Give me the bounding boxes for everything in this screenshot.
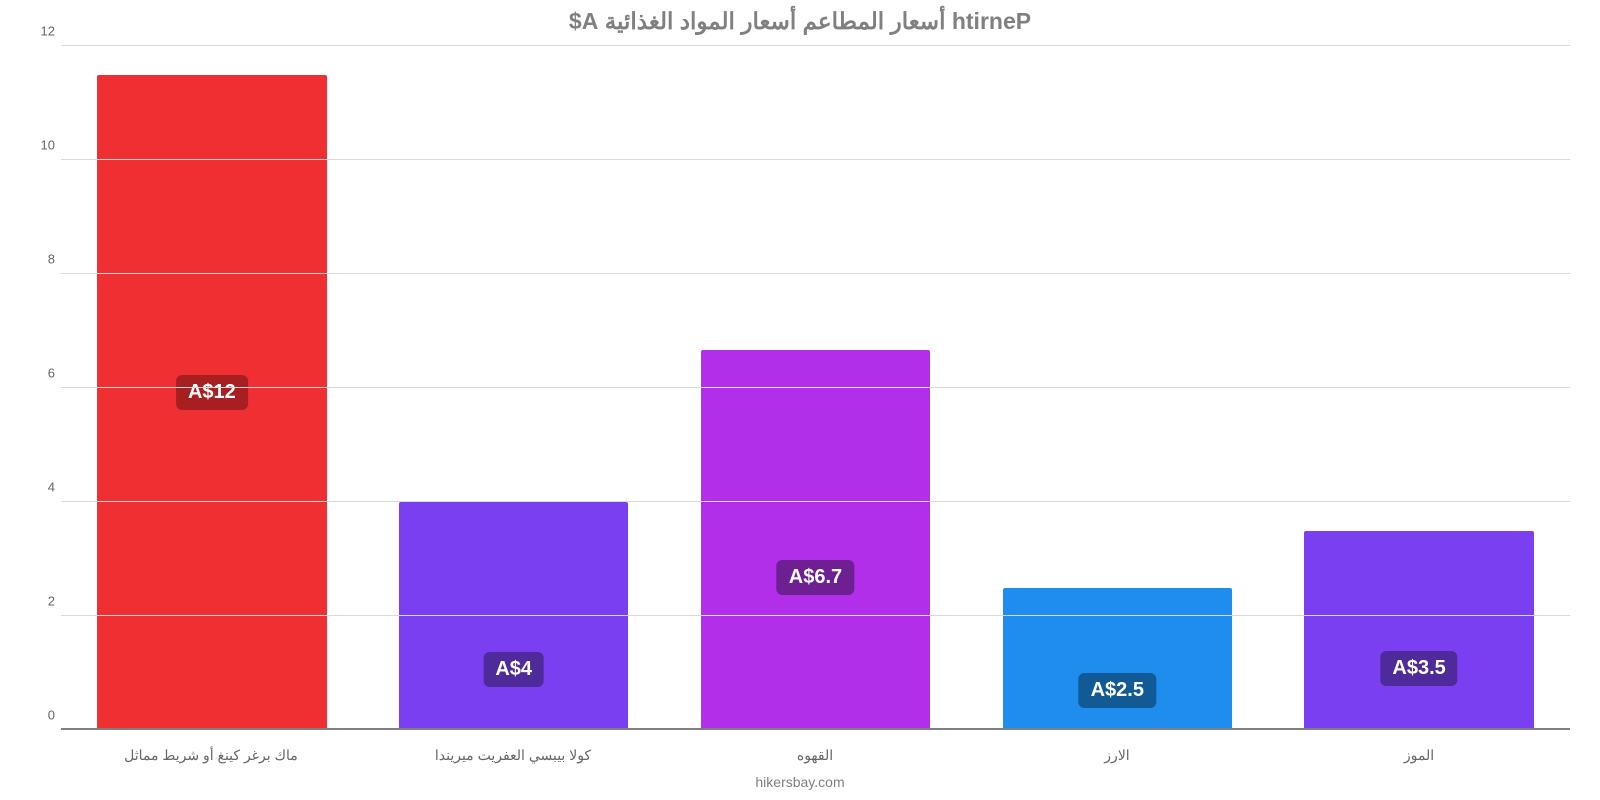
grid-line: [61, 387, 1570, 388]
bar-slot: A$2.5: [966, 46, 1268, 730]
bar: A$3.5: [1304, 531, 1533, 731]
grid-line: [61, 615, 1570, 616]
y-tick-label: 6: [19, 366, 55, 381]
bar-slot: A$12: [61, 46, 363, 730]
grid-line: [61, 501, 1570, 502]
price-bar-chart: Penrith أسعار المطاعم أسعار المواد الغذا…: [0, 0, 1600, 800]
y-tick-label: 12: [19, 24, 55, 39]
y-tick-label: 4: [19, 480, 55, 495]
x-axis-label: القهوه: [664, 747, 966, 764]
chart-title: Penrith أسعار المطاعم أسعار المواد الغذا…: [0, 8, 1600, 35]
x-axis-label: الموز: [1268, 747, 1570, 764]
plot-area: A$12A$4A$6.7A$2.5A$3.5 024681012: [60, 46, 1570, 730]
bar: A$12: [97, 75, 326, 731]
x-axis-label: كولا بيبسي العفريت ميريندا: [362, 747, 664, 764]
bar-slot: A$3.5: [1268, 46, 1570, 730]
bar-value-label: A$12: [176, 375, 248, 410]
bar: A$6.7: [701, 350, 930, 730]
bars-container: A$12 A$4 A$6.7 A$2.5 A$3.5: [61, 46, 1570, 730]
y-tick-label: 8: [19, 252, 55, 267]
x-axis-line: [61, 728, 1570, 730]
bar: A$2.5: [1003, 588, 1232, 731]
bar: A$4: [399, 502, 628, 730]
bar-value-label: A$6.7: [777, 560, 854, 595]
bar-value-label: A$3.5: [1380, 651, 1457, 686]
x-axis-label: الارز: [966, 747, 1268, 764]
x-axis-label: ماك برغر كينغ أو شريط مماثل: [60, 747, 362, 764]
bar-slot: A$6.7: [665, 46, 967, 730]
y-tick-label: 10: [19, 138, 55, 153]
bar-slot: A$4: [363, 46, 665, 730]
y-tick-label: 0: [19, 708, 55, 723]
grid-line: [61, 45, 1570, 46]
bar-value-label: A$2.5: [1079, 673, 1156, 708]
x-axis-labels: ماك برغر كينغ أو شريط مماثلكولا بيبسي ال…: [60, 747, 1570, 764]
grid-line: [61, 159, 1570, 160]
chart-caption: hikersbay.com: [0, 774, 1600, 790]
y-tick-label: 2: [19, 594, 55, 609]
grid-line: [61, 273, 1570, 274]
bar-value-label: A$4: [483, 652, 544, 687]
